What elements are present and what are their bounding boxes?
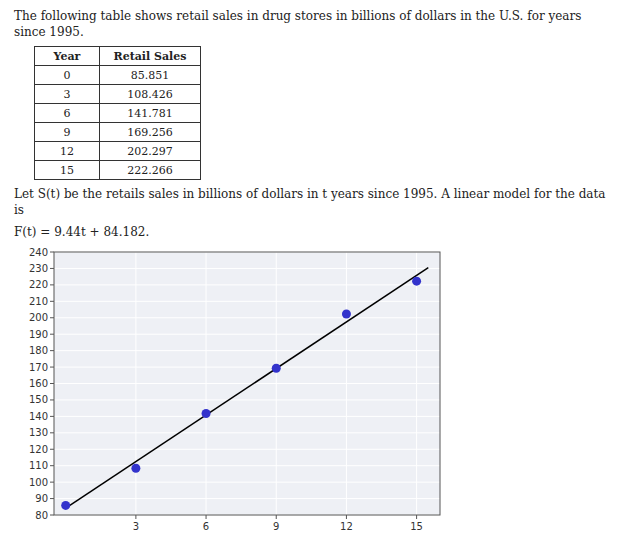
axes: 3 6 9 12 15 80 90 100 110 120 130 140 150 160 170 180 19…: [29, 247, 440, 533]
table-header-cell: Retail Sales: [100, 47, 201, 66]
y-tick-label: 190: [29, 329, 48, 340]
annotation: F(t) = 9.44t + 84.182.: [14, 224, 606, 240]
title: The following table shows retail sales i…: [14, 8, 606, 40]
x-tick: [346, 515, 347, 519]
x-tick-label: 6: [203, 521, 209, 532]
y-tick: [50, 482, 54, 483]
plot-frame: [54, 252, 440, 515]
y-tick-label: 210: [29, 296, 48, 307]
x-tick-label: 12: [340, 521, 353, 532]
grid-line: [54, 498, 440, 499]
x-tick: [135, 515, 136, 519]
data-point: [61, 501, 70, 510]
y-tick-label: 150: [29, 394, 48, 405]
grid-line: [54, 449, 440, 450]
y-tick: [50, 383, 54, 384]
y-tick: [50, 498, 54, 499]
y-tick-label: 130: [29, 427, 48, 438]
y-tick: [50, 350, 54, 351]
table-cell: 15: [35, 161, 100, 180]
grid-line: [54, 317, 440, 318]
table-cell: 85.851: [100, 66, 201, 85]
table-row: 9169.256: [35, 123, 201, 142]
table-row: 15222.266: [35, 161, 201, 180]
data-point: [342, 309, 351, 318]
table-row: 6141.781: [35, 104, 201, 123]
table-cell: 222.266: [100, 161, 201, 180]
table-cell: 6: [35, 104, 100, 123]
data-point: [202, 409, 211, 418]
y-tick-label: 220: [29, 279, 48, 290]
y-tick: [50, 432, 54, 433]
annotation: Let S(t) be the retails sales in billion…: [14, 186, 606, 218]
plot-background: [54, 252, 440, 515]
y-tick: [50, 399, 54, 400]
grid-line: [54, 416, 440, 417]
y-tick-label: 200: [29, 312, 48, 323]
table-cell: 202.297: [100, 142, 201, 161]
marks: [61, 268, 428, 510]
grid-line: [54, 399, 440, 400]
y-tick-label: 170: [29, 362, 48, 373]
table-cell: 108.426: [100, 85, 201, 104]
table-row: 12202.297: [35, 142, 201, 161]
y-tick: [50, 449, 54, 450]
y-tick: [50, 284, 54, 285]
data-point: [131, 464, 140, 473]
data-point: [272, 364, 281, 373]
y-tick-label: 90: [35, 493, 48, 504]
data-point: [412, 277, 421, 286]
y-tick: [50, 301, 54, 302]
x-tick-label: 9: [273, 521, 279, 532]
table-row: 3108.426: [35, 85, 201, 104]
x-tick-label: 3: [133, 521, 139, 532]
x-tick: [416, 515, 417, 519]
table-cell: 141.781: [100, 104, 201, 123]
y-tick-label: 180: [29, 345, 48, 356]
data-table: YearRetail Sales085.8513108.4266141.7819…: [34, 46, 201, 180]
x-tick: [206, 515, 207, 519]
table-row: 085.851: [35, 66, 201, 85]
table-cell: 9: [35, 123, 100, 142]
y-tick: [50, 317, 54, 318]
grid-line: [54, 432, 440, 433]
table-cell: 0: [35, 66, 100, 85]
grid: [54, 252, 440, 515]
grid-line: [54, 465, 440, 466]
y-tick: [50, 268, 54, 269]
y-tick-label: 100: [29, 477, 48, 488]
y-tick-label: 120: [29, 444, 48, 455]
y-tick: [50, 515, 54, 516]
y-tick: [50, 252, 54, 253]
page: The following table shows retail sales i…: [0, 0, 620, 537]
grid-line: [54, 367, 440, 368]
y-tick-label: 110: [29, 460, 48, 471]
grid-line: [54, 383, 440, 384]
chart: 3 6 9 12 15 80 90 100 110 120 130 140 150 160 170 180 19…: [14, 244, 454, 537]
y-tick: [50, 465, 54, 466]
y-tick-label: 240: [29, 247, 48, 258]
y-tick: [50, 334, 54, 335]
y-tick-label: 80: [35, 510, 48, 521]
table-header-row: YearRetail Sales: [35, 47, 201, 66]
y-tick: [50, 416, 54, 417]
table-cell: 12: [35, 142, 100, 161]
y-tick-label: 160: [29, 378, 48, 389]
y-tick-label: 230: [29, 263, 48, 274]
grid-line: [54, 350, 440, 351]
grid-line: [54, 284, 440, 285]
y-tick-label: 140: [29, 411, 48, 422]
table-cell: 3: [35, 85, 100, 104]
table-header-cell: Year: [35, 47, 100, 66]
y-tick: [50, 367, 54, 368]
grid-line: [54, 268, 440, 269]
x-tick: [276, 515, 277, 519]
x-tick-label: 15: [410, 521, 423, 532]
model-line: [66, 268, 429, 509]
table-cell: 169.256: [100, 123, 201, 142]
grid-line: [54, 482, 440, 483]
grid-line: [54, 301, 440, 302]
grid-line: [54, 334, 440, 335]
